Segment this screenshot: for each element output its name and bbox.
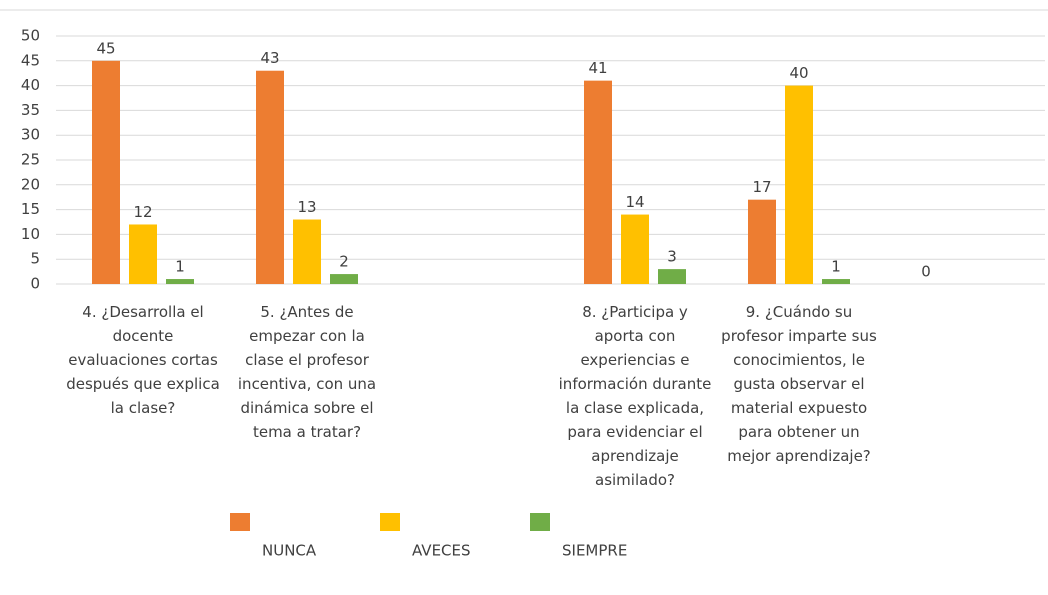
bar [658, 269, 686, 284]
y-tick-label: 15 [21, 200, 40, 218]
value-label: 1 [175, 258, 185, 276]
x-tick-label: 4. ¿Desarrolla el docente evaluaciones c… [66, 303, 220, 417]
legend-swatch [380, 513, 400, 531]
legend-label: SIEMPRE [562, 542, 627, 560]
bar [785, 85, 813, 284]
y-tick-label: 35 [21, 101, 40, 119]
value-label: 14 [625, 193, 644, 211]
legend-label: NUNCA [262, 542, 317, 560]
x-tick-label: 8. ¿Participa y aporta con experiencias … [558, 303, 712, 489]
legend-swatch [230, 513, 250, 531]
value-label: 17 [752, 178, 771, 196]
y-tick-label: 40 [21, 76, 40, 94]
bar [822, 279, 850, 284]
y-tick-label: 30 [21, 126, 40, 144]
bar [584, 80, 612, 284]
bar [92, 60, 120, 284]
x-tick-label: 9. ¿Cuándo su profesor imparte sus conoc… [721, 303, 877, 465]
bar [621, 214, 649, 284]
bar [748, 199, 776, 284]
value-label: 3 [667, 248, 677, 266]
value-label: 40 [789, 64, 808, 82]
y-tick-label: 45 [21, 51, 40, 69]
value-label: 45 [96, 39, 115, 57]
value-label: 0 [921, 263, 931, 281]
bar [256, 70, 284, 284]
legend-label: AVECES [412, 542, 471, 560]
x-tick-label: 5. ¿Antes de empezar con la clase el pro… [237, 303, 377, 441]
value-label: 13 [297, 198, 316, 216]
y-tick-label: 20 [21, 175, 40, 193]
bar [330, 274, 358, 284]
y-tick-label: 5 [30, 250, 40, 268]
y-tick-label: 0 [30, 275, 40, 293]
value-label: 43 [260, 49, 279, 67]
value-label: 12 [133, 203, 152, 221]
bar [166, 279, 194, 284]
legend-swatch [530, 513, 550, 531]
value-label: 2 [339, 253, 349, 271]
y-tick-label: 50 [21, 27, 40, 45]
bar [293, 219, 321, 284]
y-tick-label: 25 [21, 151, 40, 169]
value-label: 1 [831, 258, 841, 276]
bar [129, 224, 157, 284]
value-label: 41 [588, 59, 607, 77]
y-tick-label: 10 [21, 225, 40, 243]
